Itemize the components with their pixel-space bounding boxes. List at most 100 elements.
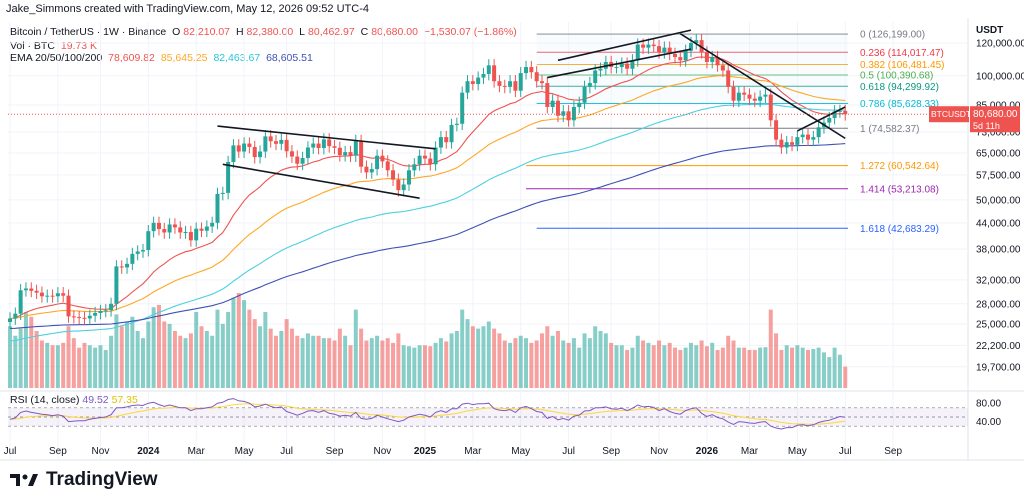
candle-body — [343, 152, 348, 156]
volume-bar — [800, 347, 805, 388]
volume-bar — [837, 354, 842, 388]
candle-body — [545, 83, 550, 107]
rsi-line — [9, 398, 846, 430]
volume-bar — [635, 335, 640, 388]
candle-body — [407, 170, 411, 185]
chart-caption: Jake_Simmons created with TradingView.co… — [6, 3, 369, 15]
rsi-value: 49.52 — [82, 394, 109, 406]
price-tick-label: 120,000.00 — [976, 39, 1024, 50]
candle-body — [316, 143, 321, 149]
candle-body — [614, 67, 619, 69]
volume-bar — [438, 338, 443, 388]
volume-bar — [141, 338, 145, 388]
candle-body — [34, 290, 39, 293]
candle-body — [13, 313, 18, 319]
time-axis[interactable]: Jul Sep Nov 2024 Mar May Jul Sep Nov 2025 Mar May Ju… — [4, 446, 903, 457]
rsi-legend[interactable]: RSI (14, close) 49.52 57.35 — [10, 394, 138, 406]
candle-body — [364, 166, 369, 173]
candle-body — [816, 127, 821, 138]
volume-bar — [731, 340, 736, 388]
price-tick-label: 28,000.00 — [976, 299, 1021, 310]
candle-body — [151, 222, 156, 232]
trend-lines[interactable] — [217, 29, 846, 199]
ema-legend[interactable]: EMA 20/50/100/200 78,609.82 85,645.25 82… — [10, 52, 316, 64]
candle-body — [454, 123, 459, 125]
tradingview-logo[interactable]: TradingView — [10, 469, 158, 491]
volume-bar — [242, 300, 247, 388]
ema-label: EMA 20/50/100/200 — [10, 52, 103, 64]
time-tick-label: Jul — [4, 446, 17, 457]
candle-body — [540, 81, 544, 84]
volume-bar — [199, 326, 204, 388]
rsi-ma-value: 57.35 — [111, 394, 138, 406]
volume-bar — [151, 307, 156, 388]
volume-bar — [327, 338, 332, 388]
price-tick-label: 73,000.00 — [976, 128, 1021, 139]
ema200-value: 68,605.51 — [266, 52, 313, 64]
volume-bar — [683, 347, 688, 388]
volume-bar — [66, 326, 71, 388]
candle-body — [194, 228, 199, 241]
candle-body — [295, 156, 300, 164]
volume-bar — [188, 333, 193, 388]
candle-body — [109, 303, 114, 311]
candle-body — [470, 81, 475, 85]
volume-bar — [231, 297, 236, 388]
volume-bar — [396, 333, 401, 388]
candle-body — [587, 83, 592, 87]
volume-bar — [720, 347, 725, 388]
candle-body — [125, 263, 130, 268]
candle-body — [683, 50, 688, 61]
candle-body — [837, 110, 842, 112]
candle-body — [635, 44, 640, 61]
candle-body — [66, 295, 71, 317]
candle-body — [779, 139, 784, 148]
volume-bar — [550, 335, 555, 388]
price-tick-label: 32,000.00 — [976, 275, 1021, 286]
candle-body — [566, 111, 571, 121]
time-tick-label: Sep — [49, 446, 67, 457]
volume-bar — [236, 293, 241, 388]
volume-bar — [93, 347, 98, 388]
candle-body — [699, 40, 704, 53]
candle-body — [646, 44, 651, 48]
fib-retracement[interactable]: 0 (126,199.00) 0.236 (114,017.47)0.382 (1… — [526, 30, 945, 235]
volume-bar — [454, 331, 459, 388]
rsi-tick-label: 40.00 — [976, 417, 1001, 428]
candle-body — [486, 65, 491, 74]
volume-bar — [763, 347, 768, 388]
volume-bar — [194, 312, 199, 388]
volume-bar — [263, 312, 268, 388]
candle-body — [29, 288, 34, 291]
volume-bar — [172, 331, 177, 388]
time-tick-label: 2026 — [696, 446, 719, 457]
volume-bar — [630, 347, 635, 388]
symbol-title[interactable]: Bitcoin / TetherUS · 1W · Binance — [10, 26, 167, 38]
volume-bar — [156, 304, 161, 388]
volume-bar — [268, 328, 273, 388]
price-axis[interactable]: 120,000.00 100,000.00 85,000.00 73,000.00 65… — [976, 25, 1024, 373]
volume-bar — [657, 340, 662, 388]
volume-bar — [343, 335, 348, 388]
candle-body — [619, 63, 624, 68]
ema100-value: 82,463.67 — [213, 52, 261, 64]
candle-body — [23, 288, 28, 291]
trendline — [797, 106, 846, 132]
currency-label: USDT — [976, 25, 1003, 36]
candle-body — [449, 124, 454, 143]
trendline — [547, 48, 692, 79]
volume-bar — [678, 350, 683, 388]
candle-body — [555, 100, 560, 116]
candle-body — [188, 232, 193, 241]
symbol-badge — [929, 106, 969, 123]
volume-bar — [524, 338, 529, 388]
symbol-legend[interactable]: Bitcoin / TetherUS · 1W · Binance O 82,21… — [10, 26, 520, 38]
volume-bar — [598, 331, 603, 388]
fib-level-label: 1.618 (42,683.29) — [860, 224, 939, 235]
candle-body — [359, 140, 364, 167]
volume-bar — [353, 309, 358, 388]
rsi-label: RSI (14, close) — [10, 394, 80, 406]
volume-bar — [497, 333, 502, 388]
candle-body — [752, 98, 757, 101]
